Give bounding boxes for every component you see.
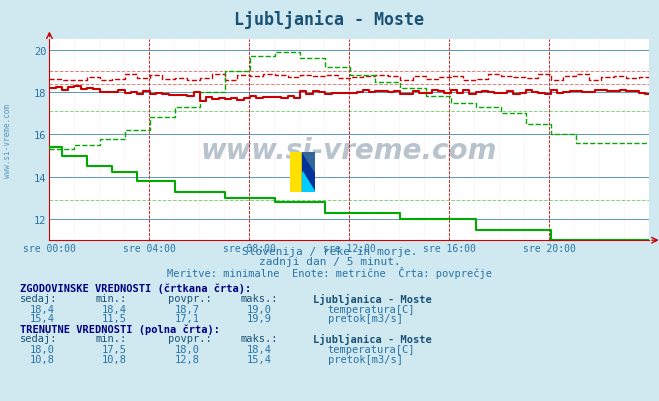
Text: 10,8: 10,8	[102, 354, 127, 364]
Text: 18,4: 18,4	[247, 344, 272, 354]
Polygon shape	[302, 172, 315, 192]
Bar	[302, 152, 315, 192]
Text: 18,0: 18,0	[30, 344, 55, 354]
Text: Slovenija / reke in morje.: Slovenija / reke in morje.	[242, 247, 417, 257]
Text: 19,9: 19,9	[247, 314, 272, 324]
Text: www.si-vreme.com: www.si-vreme.com	[3, 103, 13, 177]
Text: 15,4: 15,4	[247, 354, 272, 364]
Text: temperatura[C]: temperatura[C]	[328, 304, 415, 314]
Bar	[290, 152, 302, 192]
Text: maks.:: maks.:	[241, 334, 278, 344]
Text: 18,4: 18,4	[30, 304, 55, 314]
Text: 10,8: 10,8	[30, 354, 55, 364]
Text: min.:: min.:	[96, 294, 127, 304]
Text: 17,5: 17,5	[102, 344, 127, 354]
Text: temperatura[C]: temperatura[C]	[328, 344, 415, 354]
Text: Ljubljanica - Moste: Ljubljanica - Moste	[313, 334, 432, 344]
Text: maks.:: maks.:	[241, 294, 278, 304]
Text: 12,8: 12,8	[175, 354, 200, 364]
Text: sedaj:: sedaj:	[20, 334, 57, 344]
Text: 18,0: 18,0	[175, 344, 200, 354]
Text: 18,7: 18,7	[175, 304, 200, 314]
Polygon shape	[302, 152, 315, 172]
Text: zadnji dan / 5 minut.: zadnji dan / 5 minut.	[258, 257, 401, 267]
Text: www.si-vreme.com: www.si-vreme.com	[201, 136, 498, 164]
Text: 18,4: 18,4	[102, 304, 127, 314]
Text: Ljubljanica - Moste: Ljubljanica - Moste	[313, 294, 432, 304]
Text: pretok[m3/s]: pretok[m3/s]	[328, 354, 403, 364]
Text: 19,0: 19,0	[247, 304, 272, 314]
Text: min.:: min.:	[96, 334, 127, 344]
Text: sedaj:: sedaj:	[20, 294, 57, 304]
Text: TRENUTNE VREDNOSTI (polna črta):: TRENUTNE VREDNOSTI (polna črta):	[20, 324, 219, 334]
Text: Meritve: minimalne  Enote: metrične  Črta: povprečje: Meritve: minimalne Enote: metrične Črta:…	[167, 267, 492, 279]
Text: povpr.:: povpr.:	[168, 334, 212, 344]
Text: pretok[m3/s]: pretok[m3/s]	[328, 314, 403, 324]
Text: Ljubljanica - Moste: Ljubljanica - Moste	[235, 10, 424, 29]
Text: povpr.:: povpr.:	[168, 294, 212, 304]
Text: 15,4: 15,4	[30, 314, 55, 324]
Text: ZGODOVINSKE VREDNOSTI (črtkana črta):: ZGODOVINSKE VREDNOSTI (črtkana črta):	[20, 283, 251, 293]
Text: 11,5: 11,5	[102, 314, 127, 324]
Text: 17,1: 17,1	[175, 314, 200, 324]
